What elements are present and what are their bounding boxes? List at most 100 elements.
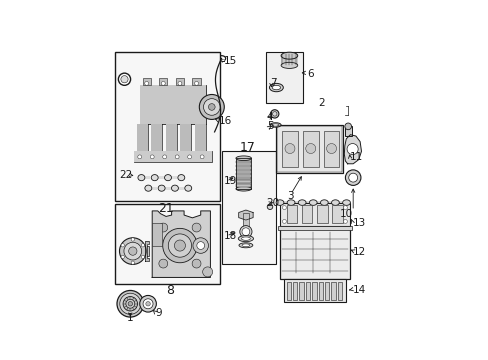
Bar: [275, 125, 343, 174]
Bar: [335, 201, 342, 204]
Bar: [152, 223, 162, 246]
Text: 10: 10: [339, 209, 352, 219]
Text: 18: 18: [224, 231, 237, 241]
Bar: [235, 169, 251, 171]
Bar: [180, 118, 191, 151]
Ellipse shape: [269, 84, 283, 92]
Circle shape: [131, 261, 134, 264]
Text: 3: 3: [287, 191, 293, 201]
Bar: [141, 176, 150, 179]
Circle shape: [344, 123, 351, 130]
Ellipse shape: [164, 175, 171, 181]
Polygon shape: [151, 118, 162, 151]
Circle shape: [208, 104, 215, 110]
Bar: [305, 282, 309, 300]
Bar: [138, 246, 148, 256]
Circle shape: [187, 155, 191, 159]
Circle shape: [270, 110, 278, 118]
Bar: [192, 78, 200, 85]
Polygon shape: [344, 135, 361, 164]
Circle shape: [121, 244, 124, 247]
Circle shape: [159, 223, 167, 232]
Bar: [324, 201, 330, 204]
Bar: [303, 131, 318, 167]
Circle shape: [123, 297, 137, 311]
Ellipse shape: [138, 175, 144, 181]
Polygon shape: [180, 118, 191, 151]
Circle shape: [143, 299, 153, 309]
Bar: [279, 226, 350, 279]
Circle shape: [120, 293, 141, 314]
Text: 20: 20: [266, 198, 279, 208]
Text: 9: 9: [155, 309, 161, 319]
Bar: [235, 161, 251, 163]
Bar: [159, 78, 167, 85]
Ellipse shape: [276, 200, 284, 205]
Circle shape: [272, 112, 276, 116]
Text: 11: 11: [349, 152, 363, 162]
Circle shape: [128, 247, 137, 255]
Ellipse shape: [272, 85, 280, 90]
Ellipse shape: [269, 123, 281, 127]
Ellipse shape: [242, 244, 249, 247]
Bar: [175, 186, 183, 190]
Bar: [242, 213, 249, 226]
Circle shape: [343, 206, 346, 210]
Ellipse shape: [281, 52, 297, 59]
Bar: [286, 282, 290, 300]
Circle shape: [346, 144, 357, 155]
Polygon shape: [137, 123, 148, 151]
Circle shape: [200, 155, 203, 159]
Bar: [235, 158, 251, 189]
Bar: [142, 78, 150, 85]
Ellipse shape: [151, 175, 158, 181]
Bar: [282, 131, 297, 167]
Circle shape: [150, 155, 154, 159]
Ellipse shape: [144, 185, 151, 191]
Bar: [115, 51, 220, 201]
Ellipse shape: [184, 185, 191, 191]
Circle shape: [119, 238, 146, 264]
Text: 17: 17: [240, 141, 255, 154]
Ellipse shape: [286, 200, 294, 205]
Polygon shape: [194, 123, 205, 151]
Text: 19: 19: [224, 176, 237, 186]
Bar: [344, 126, 351, 136]
Circle shape: [128, 302, 132, 306]
Bar: [235, 158, 251, 189]
Ellipse shape: [235, 156, 251, 161]
Text: 2: 2: [318, 98, 325, 108]
Text: 15: 15: [224, 56, 237, 66]
Bar: [290, 201, 297, 204]
Bar: [235, 180, 251, 183]
Ellipse shape: [331, 200, 339, 205]
Circle shape: [123, 242, 142, 260]
Circle shape: [168, 234, 191, 257]
Ellipse shape: [238, 235, 253, 242]
Circle shape: [174, 240, 185, 251]
Bar: [115, 204, 220, 284]
Circle shape: [282, 220, 286, 223]
Circle shape: [199, 94, 224, 120]
Text: 4: 4: [266, 112, 273, 122]
Bar: [235, 165, 251, 167]
Bar: [286, 205, 297, 223]
Bar: [337, 282, 342, 300]
Bar: [162, 186, 170, 190]
Bar: [168, 176, 177, 179]
Bar: [117, 207, 217, 282]
Bar: [299, 282, 303, 300]
Bar: [313, 201, 319, 204]
Bar: [278, 226, 351, 230]
Bar: [148, 186, 157, 190]
Ellipse shape: [309, 200, 317, 205]
Circle shape: [175, 155, 179, 159]
Ellipse shape: [271, 124, 279, 126]
Circle shape: [326, 144, 336, 153]
Circle shape: [178, 81, 182, 85]
Bar: [235, 173, 251, 175]
Bar: [311, 282, 316, 300]
Bar: [235, 176, 251, 179]
Bar: [318, 282, 322, 300]
Text: 6: 6: [307, 69, 313, 79]
